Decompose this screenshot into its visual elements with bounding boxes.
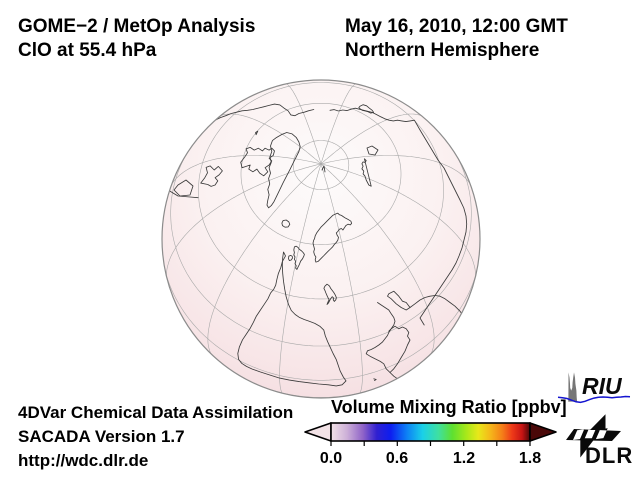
svg-text:DLR: DLR [585,443,633,468]
svg-text:RIU: RIU [582,373,623,399]
